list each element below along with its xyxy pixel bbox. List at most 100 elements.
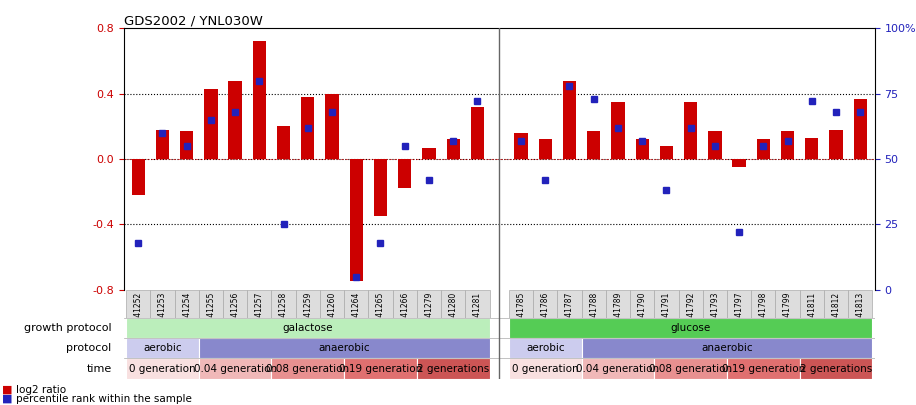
Bar	[271, 358, 344, 379]
Text: galactose: galactose	[282, 323, 333, 333]
Bar	[199, 338, 489, 358]
Text: GSM41253: GSM41253	[158, 292, 167, 333]
Bar	[660, 146, 673, 159]
Bar	[446, 139, 460, 159]
Text: aerobic: aerobic	[143, 343, 181, 353]
Bar	[126, 318, 489, 338]
Text: growth protocol: growth protocol	[24, 323, 112, 333]
Bar	[204, 89, 217, 159]
Text: GDS2002 / YNL030W: GDS2002 / YNL030W	[124, 14, 263, 27]
Bar	[320, 290, 344, 318]
Text: GSM41785: GSM41785	[517, 292, 526, 333]
Bar	[557, 290, 582, 318]
Bar	[344, 358, 417, 379]
Text: aerobic: aerobic	[526, 343, 564, 353]
Bar	[757, 139, 770, 159]
Bar	[823, 290, 848, 318]
Bar	[733, 159, 746, 167]
Text: protocol: protocol	[66, 343, 112, 353]
Text: GSM41790: GSM41790	[638, 292, 647, 333]
Bar	[582, 290, 605, 318]
Text: anaerobic: anaerobic	[319, 343, 370, 353]
Text: 0.04 generation: 0.04 generation	[193, 364, 277, 373]
Text: 2 generations: 2 generations	[417, 364, 489, 373]
Text: 2 generations: 2 generations	[800, 364, 872, 373]
Text: log2 ratio: log2 ratio	[16, 385, 67, 394]
Text: GSM41281: GSM41281	[473, 292, 482, 333]
Bar	[780, 131, 794, 159]
Bar	[126, 290, 150, 318]
Bar	[199, 358, 271, 379]
Bar	[829, 130, 843, 159]
Text: GSM41787: GSM41787	[565, 292, 574, 333]
Bar	[374, 159, 387, 216]
Text: 0.19 generation: 0.19 generation	[722, 364, 805, 373]
Bar	[350, 159, 363, 281]
Text: 0.08 generation: 0.08 generation	[649, 364, 732, 373]
Bar	[199, 290, 223, 318]
Bar	[417, 358, 489, 379]
Bar	[727, 290, 751, 318]
Text: 0.08 generation: 0.08 generation	[267, 364, 349, 373]
Bar	[582, 338, 872, 358]
Text: GSM41254: GSM41254	[182, 292, 191, 333]
Bar	[654, 358, 727, 379]
Bar	[271, 290, 296, 318]
Text: ■: ■	[2, 385, 12, 394]
Bar	[175, 290, 199, 318]
Bar	[422, 147, 436, 159]
Text: GSM41279: GSM41279	[424, 292, 433, 333]
Bar	[854, 98, 867, 159]
Text: GSM41812: GSM41812	[832, 292, 841, 333]
Bar	[611, 102, 625, 159]
Text: percentile rank within the sample: percentile rank within the sample	[16, 394, 192, 404]
Bar	[509, 358, 582, 379]
Text: GSM41260: GSM41260	[328, 292, 336, 333]
Bar	[180, 131, 193, 159]
Text: ■: ■	[2, 394, 12, 404]
Text: GSM41252: GSM41252	[134, 292, 143, 333]
Bar	[223, 290, 247, 318]
Bar	[805, 138, 819, 159]
Bar	[630, 290, 654, 318]
Text: anaerobic: anaerobic	[701, 343, 753, 353]
Text: GSM41811: GSM41811	[807, 292, 816, 333]
Text: GSM41786: GSM41786	[540, 292, 550, 333]
Text: time: time	[86, 364, 112, 373]
Bar	[296, 290, 320, 318]
Text: GSM41793: GSM41793	[711, 292, 719, 333]
Text: 0.04 generation: 0.04 generation	[576, 364, 660, 373]
Text: GSM41266: GSM41266	[400, 292, 409, 333]
Text: GSM41791: GSM41791	[662, 292, 671, 333]
Text: glucose: glucose	[671, 323, 711, 333]
Bar	[325, 94, 339, 159]
Bar	[703, 290, 727, 318]
Text: GSM41798: GSM41798	[758, 292, 768, 333]
Bar	[368, 290, 393, 318]
Bar	[539, 139, 552, 159]
Text: GSM41813: GSM41813	[856, 292, 865, 333]
Text: GSM41792: GSM41792	[686, 292, 695, 333]
Text: GSM41256: GSM41256	[231, 292, 240, 333]
Text: GSM41799: GSM41799	[783, 292, 792, 333]
Text: GSM41788: GSM41788	[589, 292, 598, 333]
Bar	[587, 131, 600, 159]
Bar	[684, 102, 697, 159]
Bar	[398, 159, 411, 188]
Text: 0 generation: 0 generation	[512, 364, 579, 373]
Bar	[636, 139, 649, 159]
Bar	[533, 290, 557, 318]
Bar	[247, 290, 271, 318]
Bar	[654, 290, 679, 318]
Bar	[301, 97, 314, 159]
Bar	[253, 41, 266, 159]
Text: GSM41257: GSM41257	[255, 292, 264, 333]
Bar	[562, 81, 576, 159]
Bar	[751, 290, 776, 318]
Text: 0.19 generation: 0.19 generation	[339, 364, 422, 373]
Bar	[132, 159, 145, 195]
Bar	[727, 358, 800, 379]
Bar	[679, 290, 703, 318]
Bar	[344, 290, 368, 318]
Text: GSM41255: GSM41255	[206, 292, 215, 333]
